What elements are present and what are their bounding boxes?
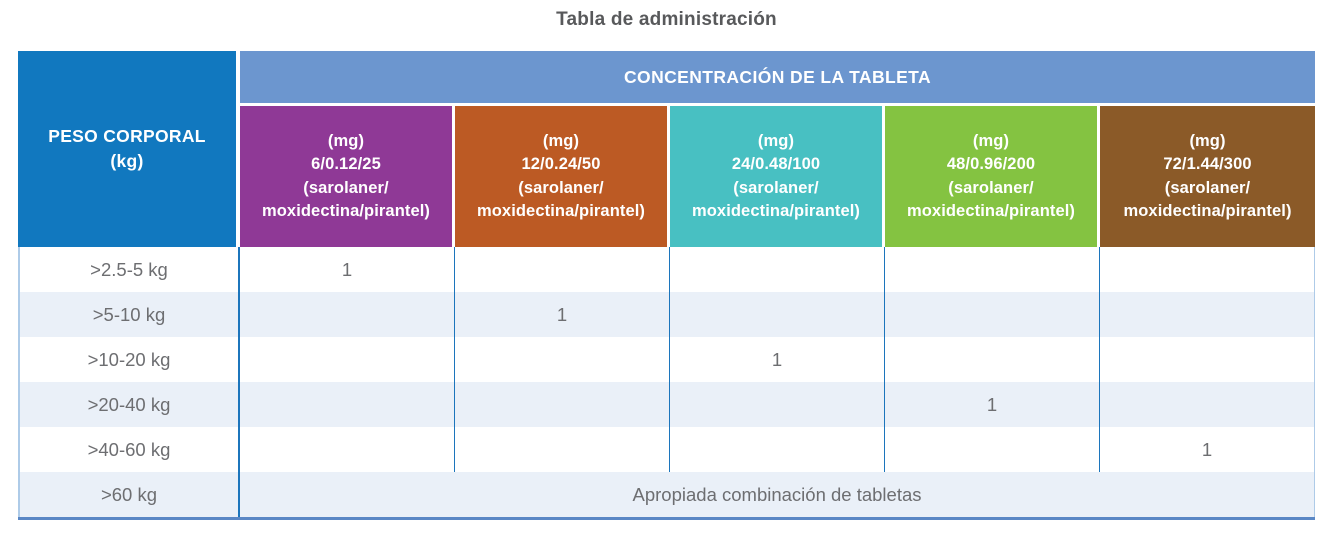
weight-range-cell: >2.5-5 kg	[18, 247, 240, 292]
weight-range-cell: >5-10 kg	[18, 292, 240, 337]
page-title: Tabla de administración	[556, 9, 777, 30]
tablet-count-cell	[240, 337, 455, 382]
tablet-count-cell	[885, 292, 1100, 337]
weight-range-cell: >60 kg	[18, 472, 240, 517]
tablet-count-cell	[455, 337, 670, 382]
tablet-count-cell	[885, 427, 1100, 472]
tablet-count-cell	[1100, 247, 1316, 292]
tablet-count-cell	[240, 382, 455, 427]
tablet-count-cell	[240, 292, 455, 337]
tablet-count-cell	[885, 337, 1100, 382]
strength-header-4: (mg) 48/0.96/200 (sarolaner/ moxidectina…	[885, 106, 1100, 247]
tablet-count-cell	[670, 247, 885, 292]
tablet-count-cell	[885, 247, 1100, 292]
table-row: >5-10 kg 1	[18, 292, 1316, 337]
tablet-count-cell	[240, 427, 455, 472]
tablet-count-cell	[670, 427, 885, 472]
tablet-count-cell: 1	[455, 292, 670, 337]
body-weight-header: PESO CORPORAL (kg)	[18, 51, 240, 247]
tablet-count-cell	[1100, 337, 1316, 382]
table-row: >60 kg Apropiada combinación de tabletas	[18, 472, 1316, 517]
table-row: >10-20 kg 1	[18, 337, 1316, 382]
tablet-count-cell	[670, 292, 885, 337]
weight-range-cell: >20-40 kg	[18, 382, 240, 427]
strength-header-2: (mg) 12/0.24/50 (sarolaner/ moxidectina/…	[455, 106, 670, 247]
concentration-header-row: PESO CORPORAL (kg) CONCENTRACIÓN DE LA T…	[18, 51, 1316, 247]
tablet-count-cell	[1100, 382, 1316, 427]
tablet-count-cell: 1	[240, 247, 455, 292]
strength-header-1: (mg) 6/0.12/25 (sarolaner/ moxidectina/p…	[240, 106, 455, 247]
weight-range-cell: >10-20 kg	[18, 337, 240, 382]
weight-range-cell: >40-60 kg	[18, 427, 240, 472]
table-body: >2.5-5 kg 1 >5-10 kg 1 >10-20 kg 1 >20-40 kg 1 >…	[18, 247, 1316, 517]
strength-header-3: (mg) 24/0.48/100 (sarolaner/ moxidectina…	[670, 106, 885, 247]
strength-header-5: (mg) 72/1.44/300 (sarolaner/ moxidectina…	[1100, 106, 1316, 247]
strength-header-row: (mg) 6/0.12/25 (sarolaner/ moxidectina/p…	[18, 106, 1316, 247]
table-row: >2.5-5 kg 1	[18, 247, 1316, 292]
tablet-count-cell: 1	[1100, 427, 1316, 472]
tablet-count-cell	[670, 382, 885, 427]
tablet-count-cell: 1	[885, 382, 1100, 427]
administration-table: PESO CORPORAL (kg) CONCENTRACIÓN DE LA T…	[18, 51, 1316, 520]
tablet-count-cell	[455, 247, 670, 292]
tablet-count-cell: 1	[670, 337, 885, 382]
tablet-count-cell	[455, 382, 670, 427]
table-row: >20-40 kg 1	[18, 382, 1316, 427]
tablet-count-cell	[455, 427, 670, 472]
tablet-concentration-header: CONCENTRACIÓN DE LA TABLETA	[240, 51, 1316, 106]
tablet-count-cell	[1100, 292, 1316, 337]
table-row: >40-60 kg 1	[18, 427, 1316, 472]
combination-note-cell: Apropiada combinación de tabletas	[240, 472, 1316, 517]
table-header: PESO CORPORAL (kg) CONCENTRACIÓN DE LA T…	[18, 51, 1316, 247]
